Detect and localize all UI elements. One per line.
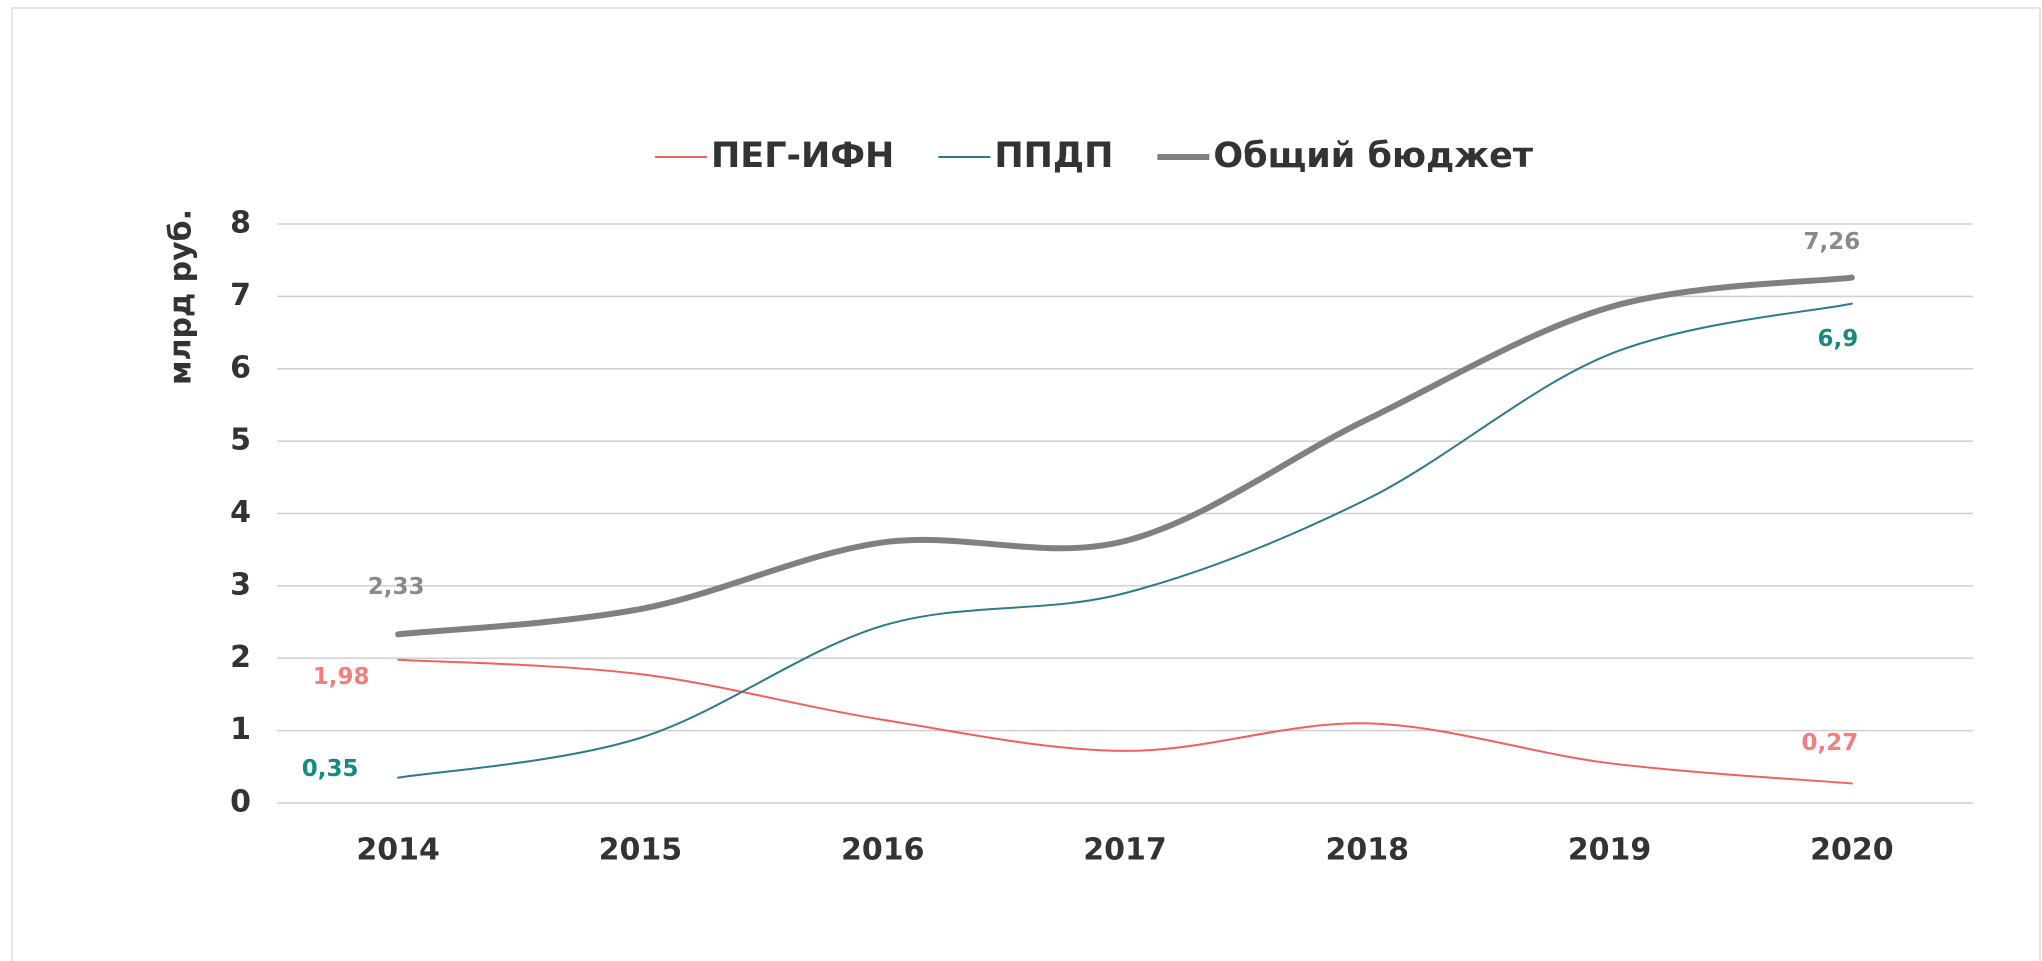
data-label: 0,35 xyxy=(302,756,359,782)
x-tick-label: 2016 xyxy=(841,833,925,868)
frame xyxy=(11,7,2041,961)
y-tick-label: 3 xyxy=(230,567,251,602)
y-tick-label: 1 xyxy=(230,712,251,747)
legend-label: ПЕГ-ИФН xyxy=(711,136,894,176)
x-tick-label: 2017 xyxy=(1083,833,1167,868)
data-label: 2,33 xyxy=(368,574,425,600)
data-label: 6,9 xyxy=(1817,326,1858,352)
data-label: 7,26 xyxy=(1803,229,1860,255)
series-line xyxy=(397,658,1853,785)
y-tick-label: 0 xyxy=(230,785,251,820)
y-tick-label: 4 xyxy=(230,495,251,530)
series-line xyxy=(397,302,1853,779)
data-label: 1,98 xyxy=(313,664,370,690)
x-tick-label: 2019 xyxy=(1568,833,1652,868)
legend-label: Общий бюджет xyxy=(1213,136,1533,176)
y-tick-label: 7 xyxy=(230,278,251,313)
y-tick-label: 2 xyxy=(230,640,251,675)
y-axis-label: млрд руб. xyxy=(164,209,199,385)
y-tick-label: 6 xyxy=(230,350,251,385)
legend-label: ППДП xyxy=(994,136,1113,176)
x-tick-label: 2015 xyxy=(599,833,683,868)
y-tick-label: 5 xyxy=(230,423,251,458)
x-tick-label: 2018 xyxy=(1326,833,1410,868)
series-line xyxy=(395,274,1855,638)
x-tick-label: 2014 xyxy=(356,833,440,868)
data-label: 0,27 xyxy=(1801,730,1858,756)
x-tick-label: 2020 xyxy=(1810,833,1894,868)
y-tick-label: 8 xyxy=(230,206,251,241)
